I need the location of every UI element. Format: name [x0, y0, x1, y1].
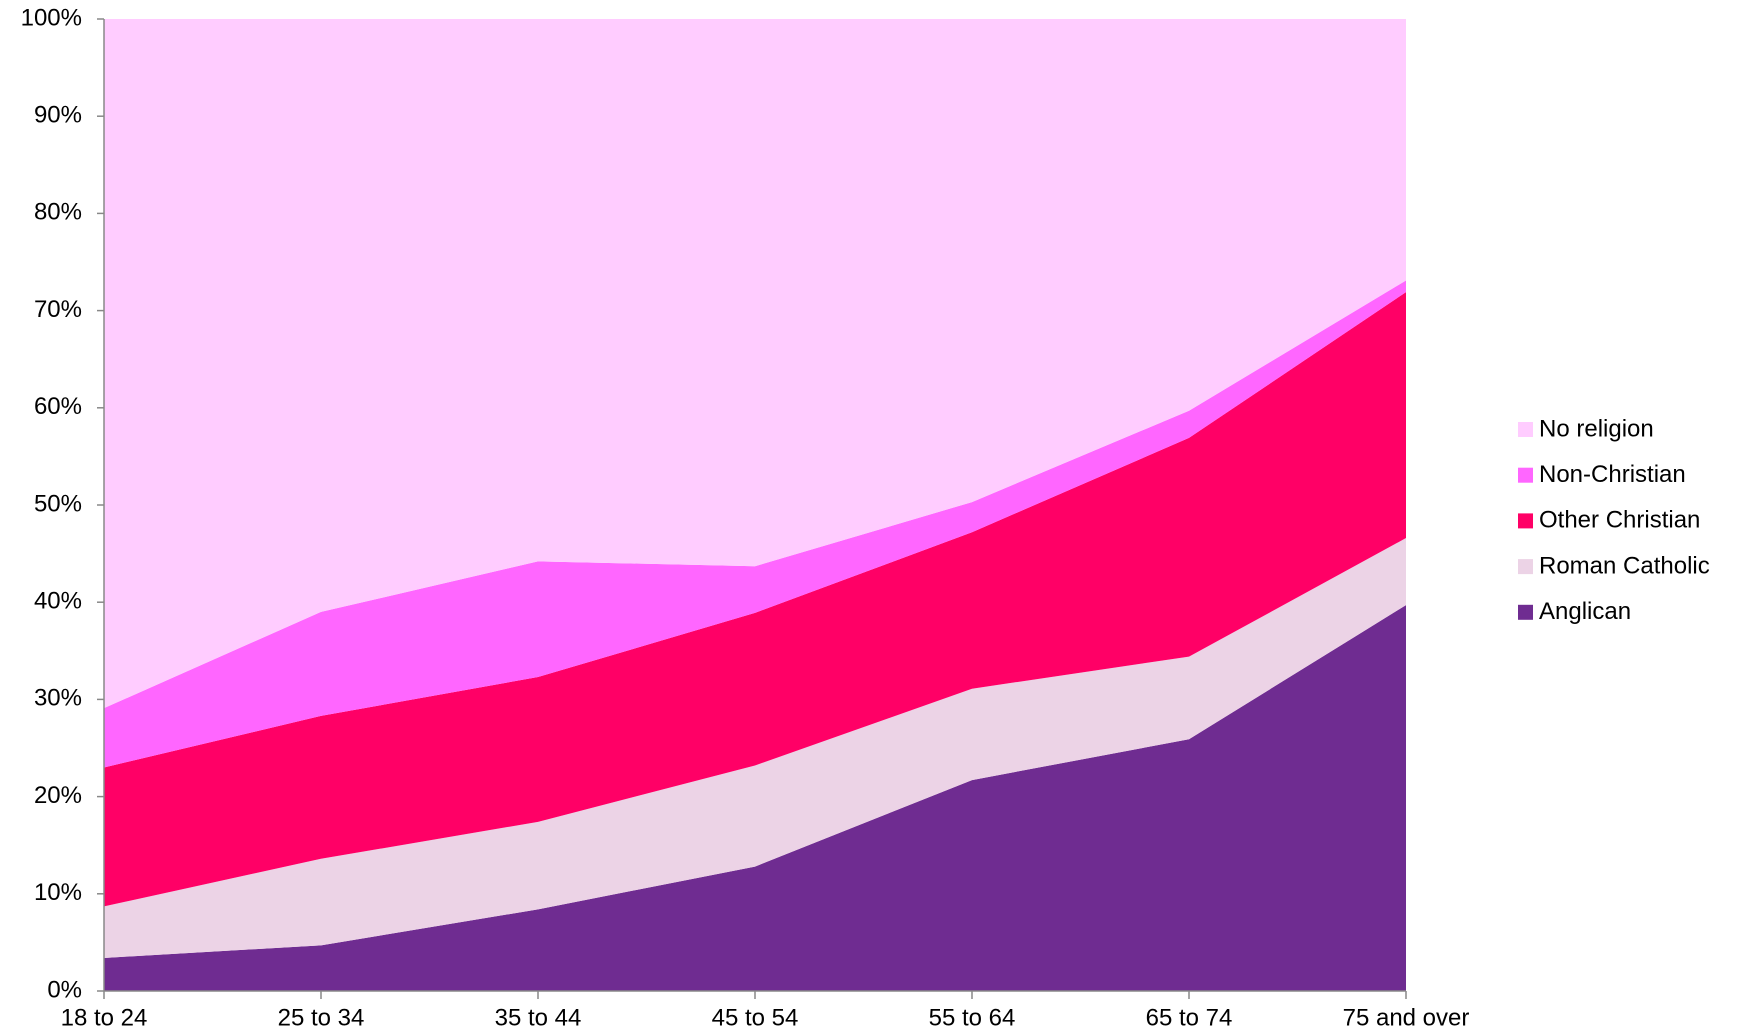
area: [104, 605, 1406, 991]
y-tick-label: 40%: [34, 588, 82, 615]
y-tick-label: 60%: [34, 393, 82, 420]
x-tick-label: 45 to 54: [712, 1004, 799, 1031]
y-tick-label: 20%: [34, 782, 82, 809]
y-tick-label: 50%: [34, 490, 82, 517]
legend-swatch: [1518, 559, 1533, 575]
y-tick-label: 70%: [34, 296, 82, 323]
legend-swatch: [1518, 467, 1533, 483]
y-tick-label: 10%: [34, 879, 82, 906]
area: [104, 538, 1406, 958]
legend-label: Other Christian: [1539, 507, 1700, 534]
legend-swatch: [1518, 604, 1533, 620]
x-tick-label: 35 to 44: [495, 1004, 582, 1031]
legend-swatch: [1518, 422, 1533, 437]
y-tick-label: 90%: [34, 102, 82, 129]
area: [104, 280, 1406, 768]
legend-label: Anglican: [1539, 598, 1631, 625]
legend-swatch: [1518, 513, 1533, 529]
y-tick-label: 30%: [34, 685, 82, 712]
x-tick-label: 55 to 64: [929, 1004, 1016, 1031]
y-tick-label: 100%: [21, 4, 82, 31]
x-tick-label: 75 and over: [1343, 1004, 1470, 1031]
x-tick-label: 25 to 34: [278, 1004, 365, 1031]
area: [104, 292, 1406, 907]
x-tick-label: 65 to 74: [1146, 1004, 1233, 1031]
area: [104, 19, 1406, 709]
x-tick-label: 18 to 24: [61, 1004, 148, 1031]
y-tick-label: 0%: [47, 976, 82, 1003]
y-tick-label: 80%: [34, 199, 82, 226]
legend-label: Non-Christian: [1539, 461, 1686, 488]
legend-label: Roman Catholic: [1539, 552, 1710, 579]
legend-label: No religion: [1539, 415, 1654, 442]
